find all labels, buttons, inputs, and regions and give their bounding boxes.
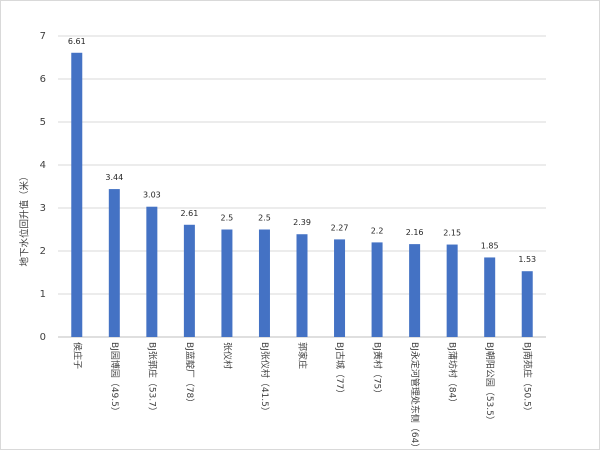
y-tick-label: 0: [40, 332, 46, 343]
bars: [71, 52, 533, 338]
data-label: 2.5: [258, 214, 271, 223]
data-label: 2.27: [331, 223, 349, 232]
x-tick-label: BJ张郭庄（53.7）: [146, 342, 158, 416]
bar: [409, 244, 421, 337]
bar: [296, 234, 308, 337]
bar: [484, 257, 496, 337]
data-label: 1.85: [481, 241, 499, 250]
data-label: 2.39: [293, 218, 311, 227]
x-tick-label: BJ古城（77）: [334, 342, 346, 398]
x-tick-label: 郭家庄: [297, 342, 309, 369]
bar: [71, 52, 83, 338]
bar: [146, 206, 158, 337]
data-label: 2.2: [371, 226, 384, 235]
x-tick-label: 侯庄子: [71, 342, 83, 369]
y-tick-label: 1: [40, 289, 46, 300]
bar: [371, 242, 383, 337]
y-tick-label: 6: [40, 74, 46, 85]
data-label: 3.03: [143, 191, 161, 200]
x-tick-label: BJ南苑庄（50.5）: [522, 342, 534, 416]
data-label: 2.15: [443, 229, 461, 238]
data-label: 2.5: [221, 214, 234, 223]
data-label: 3.44: [105, 173, 123, 182]
gridlines: [58, 35, 546, 295]
y-tick-label: 5: [40, 117, 46, 128]
x-tick-label: BJ朝阳公园（53.5）: [484, 342, 495, 425]
bar: [221, 229, 233, 337]
y-axis-title: 地下水位回升值（米）: [19, 171, 31, 266]
bar: [521, 271, 533, 337]
data-label: 6.61: [68, 37, 86, 46]
y-tick-label: 3: [40, 203, 46, 214]
x-tick-label: BJ蓝靛厂（78）: [184, 342, 196, 407]
y-tick-label: 7: [40, 31, 46, 42]
bar: [183, 224, 195, 337]
data-label: 2.16: [406, 228, 424, 237]
bar: [108, 189, 120, 337]
labels: 0 1 2 3 4 5 6 7 6.61 侯庄子 3.44 BJ园博园（49.5） 3.03 BJ张郭庄（…: [40, 31, 537, 451]
y-tick-label: 2: [40, 246, 46, 257]
x-tick-label: 张仪村: [221, 342, 233, 369]
bar: [258, 229, 270, 337]
data-label: 1.53: [518, 255, 536, 264]
x-tick-label: BJ黄村（75）: [372, 342, 384, 398]
x-tick-label: BJ张仪村（41.5）: [259, 342, 271, 416]
x-tick-label: BJ蒲坊村（84）: [447, 342, 459, 407]
x-tick-label: BJ永定河管理处东侧（64）: [409, 342, 421, 451]
bar: [334, 239, 346, 337]
bar: [446, 244, 458, 337]
data-label: 2.61: [180, 209, 198, 218]
y-tick-label: 4: [40, 160, 46, 171]
x-tick-label: BJ园博园（49.5）: [109, 342, 121, 416]
